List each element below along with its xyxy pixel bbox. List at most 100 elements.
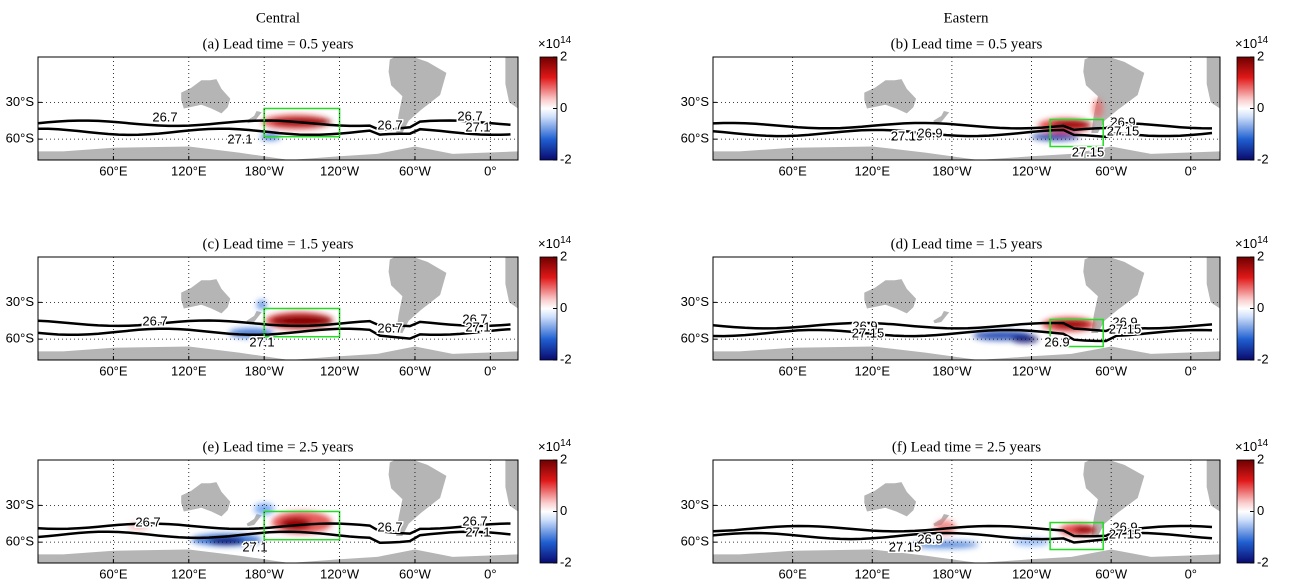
x-tick-label: 120°E: [854, 566, 890, 581]
y-tick-label: 60°S: [6, 131, 35, 146]
land: [388, 57, 447, 133]
y-tick-label: 30°S: [6, 497, 35, 512]
map-panel: (d) Lead time = 1.5 years26.927.1526.926…: [681, 235, 1269, 379]
x-tick-label: 120°W: [320, 163, 360, 178]
colorbar-multiplier: ×1014: [538, 235, 572, 252]
isopycnal: [38, 327, 511, 340]
map-frame: [37, 56, 519, 161]
contour-label: 27.15: [1107, 123, 1140, 138]
map-area: [38, 257, 518, 360]
x-tick-label: 60°E: [778, 163, 807, 178]
contour-label: 26.9: [917, 531, 942, 546]
land: [246, 311, 262, 324]
x-tick-label: 60°E: [778, 566, 807, 581]
panel-title: (b) Lead time = 0.5 years: [891, 36, 1043, 52]
map-area: [713, 257, 1220, 360]
land: [933, 311, 950, 324]
x-tick-label: 120°E: [171, 163, 207, 178]
land: [864, 279, 917, 314]
isopycnal: [713, 524, 1213, 538]
x-tick-label: 0°: [484, 163, 496, 178]
y-tick-label: 30°S: [681, 94, 710, 109]
contour-label: 26.7: [135, 514, 160, 529]
contour-label: 26.9: [1044, 334, 1069, 349]
isopycnal: [713, 321, 1213, 333]
contour-label: 26.9: [1110, 114, 1135, 129]
map-panel: (c) Lead time = 1.5 years26.727.126.726.…: [6, 235, 572, 379]
colorbar-tick-label: -2: [560, 351, 572, 366]
land: [181, 482, 231, 517]
isopycnal: [38, 119, 511, 132]
colorbar-tick-label: -2: [1257, 554, 1269, 569]
land: [713, 346, 1220, 360]
land: [246, 514, 262, 527]
anomaly: [208, 537, 245, 545]
land: [388, 257, 447, 333]
isopycnal: [713, 121, 1213, 132]
x-tick-label: 60°W: [399, 363, 432, 378]
contour-label: 27.15: [889, 539, 922, 554]
x-tick-label: 60°W: [1095, 566, 1128, 581]
contour-label: 26.7: [142, 313, 167, 328]
land: [1083, 460, 1145, 536]
colorbar-tick-label: -2: [1257, 351, 1269, 366]
map-frame: [712, 256, 1221, 361]
x-tick-label: 120°W: [320, 566, 360, 581]
multiplier: ×10: [538, 236, 560, 251]
anomaly: [1011, 335, 1039, 343]
multiplier: ×10: [538, 439, 560, 454]
land: [38, 346, 518, 360]
land: [713, 146, 1220, 160]
x-tick-label: 60°E: [99, 363, 128, 378]
x-tick-label: 120°E: [854, 363, 890, 378]
anomaly: [1092, 98, 1104, 119]
land: [1206, 460, 1220, 512]
x-tick-label: 120°W: [1012, 363, 1052, 378]
contour-label: 26.9: [1112, 519, 1137, 534]
map-frame: [712, 56, 1221, 161]
contour-label: 26.7: [462, 513, 487, 528]
colorbar-tick-label: 0: [1257, 300, 1264, 315]
colorbar-tick-label: 0: [560, 300, 567, 315]
contour-label: 27.15: [1109, 321, 1142, 336]
region-box: [263, 510, 341, 541]
x-tick-label: 180°W: [932, 566, 972, 581]
y-tick-label: 30°S: [681, 497, 710, 512]
land: [38, 549, 518, 563]
region-box: [1049, 118, 1104, 148]
colorbar-tick-label: 2: [1257, 248, 1264, 263]
map-panel: (f) Lead time = 2.5 years27.1526.926.927…: [681, 438, 1269, 582]
contour-label: 27.1: [465, 524, 490, 539]
isopycnal: [713, 531, 1213, 544]
contour-label: 26.9: [917, 125, 942, 140]
y-tick-label: 60°S: [6, 331, 35, 346]
anomaly: [912, 540, 979, 549]
x-tick-label: 180°W: [245, 363, 285, 378]
x-tick-label: 60°E: [778, 363, 807, 378]
contour-label: 26.7: [457, 108, 482, 123]
exponent: 14: [560, 438, 572, 449]
colorbar-multiplier: ×1014: [1235, 235, 1269, 252]
contour-label: 27.1: [465, 119, 490, 134]
land: [181, 79, 231, 114]
x-tick-label: 180°W: [932, 163, 972, 178]
exponent: 14: [1257, 35, 1269, 46]
x-tick-label: 0°: [1185, 566, 1197, 581]
contour-label: 27.1: [465, 319, 490, 334]
map-frame: [37, 459, 519, 564]
exponent: 14: [560, 235, 572, 246]
colorbar-tick-label: -2: [1257, 151, 1269, 166]
isopycnal: [38, 319, 511, 328]
anomaly: [271, 315, 333, 326]
land: [505, 460, 518, 512]
land: [1206, 57, 1220, 109]
land: [933, 111, 950, 124]
x-tick-label: 180°W: [932, 363, 972, 378]
x-tick-label: 0°: [484, 566, 496, 581]
colorbar-multiplier: ×1014: [538, 35, 572, 52]
isopycnal: [38, 522, 511, 535]
colorbar-tick-label: 0: [1257, 503, 1264, 518]
land: [713, 549, 1220, 563]
land: [38, 146, 518, 160]
